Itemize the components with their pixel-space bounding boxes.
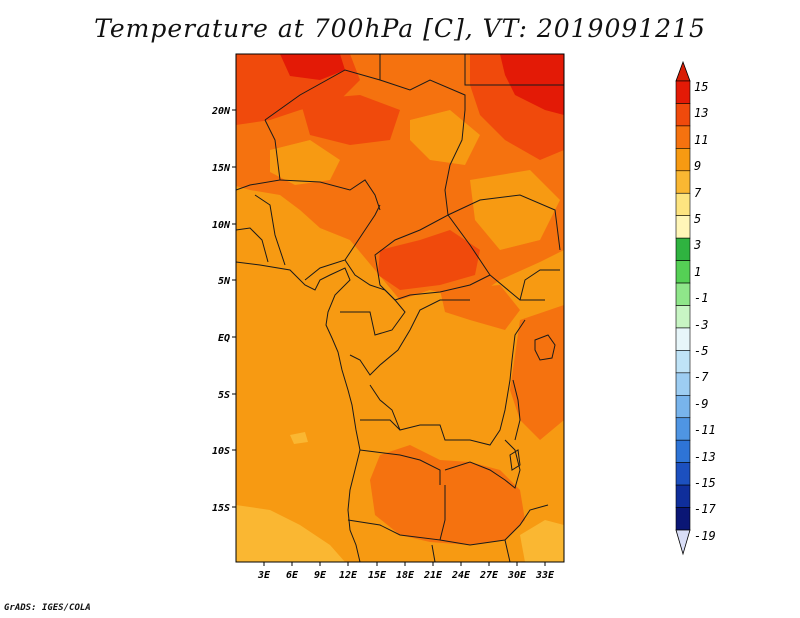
colorbar-label: 9	[694, 159, 701, 173]
lon-label: 3E	[257, 570, 271, 581]
lat-label: 10S	[212, 446, 230, 457]
cool-region-southeast	[520, 520, 564, 562]
colorbar-label: -11	[694, 423, 716, 437]
hottest-region-northwest	[280, 54, 345, 80]
colorbar-label: -9	[694, 397, 708, 411]
colorbar-label: 13	[694, 106, 708, 120]
warm-region-southcentral	[370, 445, 525, 545]
lat-label: EQ	[218, 333, 230, 344]
colorbar-label: 11	[694, 133, 708, 147]
colorbar-label: 3	[693, 238, 701, 252]
colorbar-label: -15	[694, 476, 716, 490]
colorbar-swatch	[675, 80, 691, 104]
lat-label: 15S	[212, 503, 230, 514]
colorbar-swatch	[675, 327, 691, 351]
lon-label: 24E	[451, 570, 471, 581]
cool-spot-ocean	[290, 432, 308, 444]
lon-label: 33E	[535, 570, 555, 581]
colorbar-label: -17	[694, 502, 716, 516]
colorbar-swatch	[675, 103, 691, 127]
hot-region-central-african	[378, 230, 480, 290]
colorbar-label: 1	[694, 265, 701, 279]
cool-spot-3	[470, 170, 560, 250]
colorbar-label: -19	[694, 529, 716, 543]
cool-region-southwest	[236, 505, 345, 562]
lon-label: 21E	[423, 570, 443, 581]
colorbar-swatch	[675, 372, 691, 396]
cool-spot-2	[410, 110, 480, 165]
colorbar-swatch	[675, 439, 691, 463]
colorbar-swatch	[675, 170, 691, 194]
map-title: Temperature at 700hPa [C], VT: 201909121…	[94, 14, 706, 43]
colorbar-top-arrow	[675, 60, 691, 82]
colorbar-swatch	[675, 125, 691, 149]
colorbar-label: 5	[694, 212, 701, 226]
colorbar-label: -1	[694, 291, 708, 305]
country-borders	[236, 54, 564, 562]
colorbar-swatch	[675, 215, 691, 239]
lon-label: 15E	[368, 570, 387, 581]
lon-label: 6E	[286, 570, 299, 581]
lon-label: 12E	[339, 570, 358, 581]
colorbar-label: -3	[694, 318, 708, 332]
lon-label: 27E	[479, 570, 499, 581]
lon-axis	[263, 562, 546, 566]
map-frame	[235, 53, 565, 563]
colorbar-label: 7	[694, 186, 702, 200]
colorbar-label: -7	[694, 370, 709, 384]
colorbar-swatch	[675, 507, 691, 531]
warm-region-congo-north	[440, 285, 520, 330]
lon-label: 9E	[314, 570, 327, 581]
lat-label: 15N	[212, 163, 231, 174]
colorbar	[675, 60, 691, 556]
hot-region-northcenter	[300, 95, 400, 145]
lat-label: 5S	[218, 390, 230, 401]
colorbar-swatch	[675, 148, 691, 172]
lon-label: 30E	[507, 570, 527, 581]
lat-axis	[232, 109, 236, 508]
colorbar-swatch	[675, 192, 691, 217]
cool-spot-1	[270, 140, 340, 185]
lat-label: 5N	[218, 276, 231, 287]
colorbar-swatch	[675, 394, 691, 419]
colorbar-swatch	[675, 462, 691, 486]
colorbar-label: -13	[694, 450, 716, 464]
colorbar-swatch	[675, 305, 691, 329]
colorbar-swatch	[675, 350, 691, 374]
credit-text: GrADS: IGES/COLA	[4, 603, 91, 613]
colorbar-swatch	[675, 417, 691, 441]
map-panel	[236, 54, 564, 562]
lon-label: 18E	[396, 570, 415, 581]
colorbar-swatch	[675, 237, 691, 261]
colorbar-bottom-arrow	[675, 529, 691, 556]
colorbar-swatch	[675, 484, 691, 508]
lat-label: 10N	[212, 220, 231, 231]
colorbar-label: -5	[694, 344, 708, 358]
colorbar-swatch	[675, 260, 691, 284]
colorbar-label: 15	[694, 80, 708, 94]
lat-label: 20N	[211, 106, 231, 117]
colorbar-swatch	[675, 282, 691, 306]
